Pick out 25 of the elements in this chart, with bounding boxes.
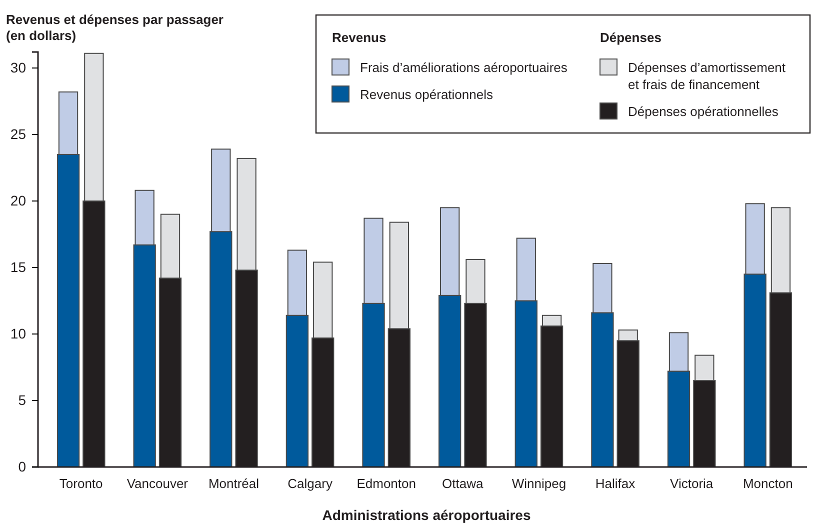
y-tick-label: 0: [18, 458, 26, 474]
x-tick-label: Vancouver: [126, 476, 189, 492]
legend-label: Dépenses opérationnelles: [628, 104, 779, 119]
legend-label: Revenus opérationnels: [360, 87, 494, 102]
x-tick-label: Calgary: [288, 476, 333, 492]
y-tick-label: 15: [10, 258, 26, 275]
x-tick-label: Toronto: [59, 476, 103, 492]
y-axis-title: Revenus et dépenses par passager (en dollars): [6, 12, 224, 43]
y-tick-label: 10: [10, 325, 26, 342]
text: Dépenses: [600, 30, 662, 45]
y-tick-label: 5: [18, 392, 26, 408]
y-tick-label: 25: [10, 126, 26, 142]
x-tick-label: Winnipeg: [512, 476, 566, 492]
x-tick-label: Montréal: [208, 476, 260, 492]
legend-label: Dépenses d’amortissement et frais de financement: [628, 60, 786, 92]
x-tick-label: Moncton: [742, 476, 793, 492]
text: Revenus: [332, 30, 386, 45]
x-axis-title: Administrations aéroportuaires: [322, 507, 531, 523]
y-tick-label: 20: [10, 192, 26, 208]
x-tick-label: Ottawa: [442, 476, 484, 492]
legend-label: Frais d’améliorations aéroportuaires: [360, 60, 568, 75]
x-tick-label: Edmonton: [356, 476, 416, 492]
y-tick-label: 30: [10, 59, 26, 76]
x-tick-label: Victoria: [670, 476, 714, 492]
x-tick-label: Halifax: [595, 476, 636, 492]
